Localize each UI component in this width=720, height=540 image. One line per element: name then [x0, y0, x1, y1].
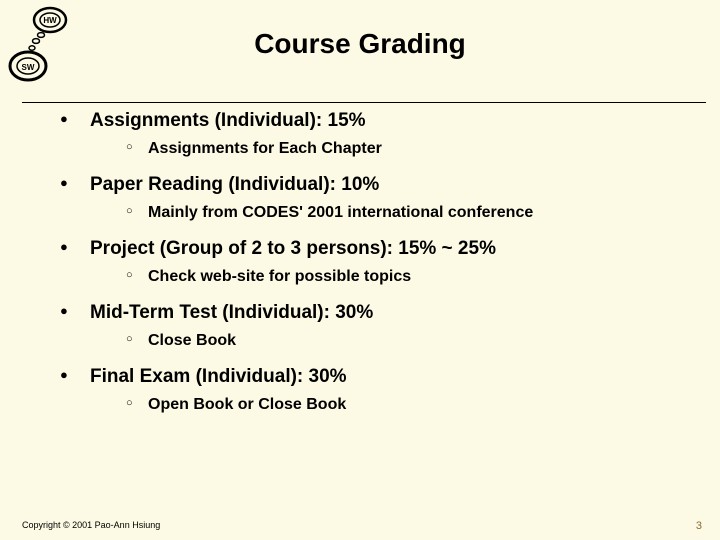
sub-item: Open Book or Close Book [126, 396, 690, 414]
sub-item: Close Book [126, 332, 690, 350]
sub-item: Assignments for Each Chapter [126, 140, 690, 158]
list-item: Assignments (Individual): 15% Assignment… [60, 110, 690, 164]
page-title: Course Grading [0, 28, 720, 60]
item-heading: Final Exam (Individual): 30% [90, 366, 347, 387]
list-item: Project (Group of 2 to 3 persons): 15% ~… [60, 238, 690, 292]
item-heading: Mid-Term Test (Individual): 30% [90, 302, 373, 323]
list-item: Paper Reading (Individual): 10% Mainly f… [60, 174, 690, 228]
icon-top-label: HW [43, 16, 57, 25]
item-heading: Paper Reading (Individual): 10% [90, 174, 379, 195]
title-rule [22, 102, 706, 103]
item-heading: Assignments (Individual): 15% [90, 110, 366, 131]
grading-list: Assignments (Individual): 15% Assignment… [60, 110, 690, 420]
item-heading: Project (Group of 2 to 3 persons): 15% ~… [90, 238, 496, 259]
footer-copyright: Copyright © 2001 Pao-Ann Hsiung [22, 520, 160, 530]
sub-item: Check web-site for possible topics [126, 268, 690, 286]
list-item: Final Exam (Individual): 30% Open Book o… [60, 366, 690, 420]
icon-bottom-label: SW [22, 63, 35, 72]
list-item: Mid-Term Test (Individual): 30% Close Bo… [60, 302, 690, 356]
footer-page-number: 3 [696, 520, 702, 532]
content-area: Assignments (Individual): 15% Assignment… [60, 110, 690, 500]
sub-item: Mainly from CODES' 2001 international co… [126, 204, 690, 222]
